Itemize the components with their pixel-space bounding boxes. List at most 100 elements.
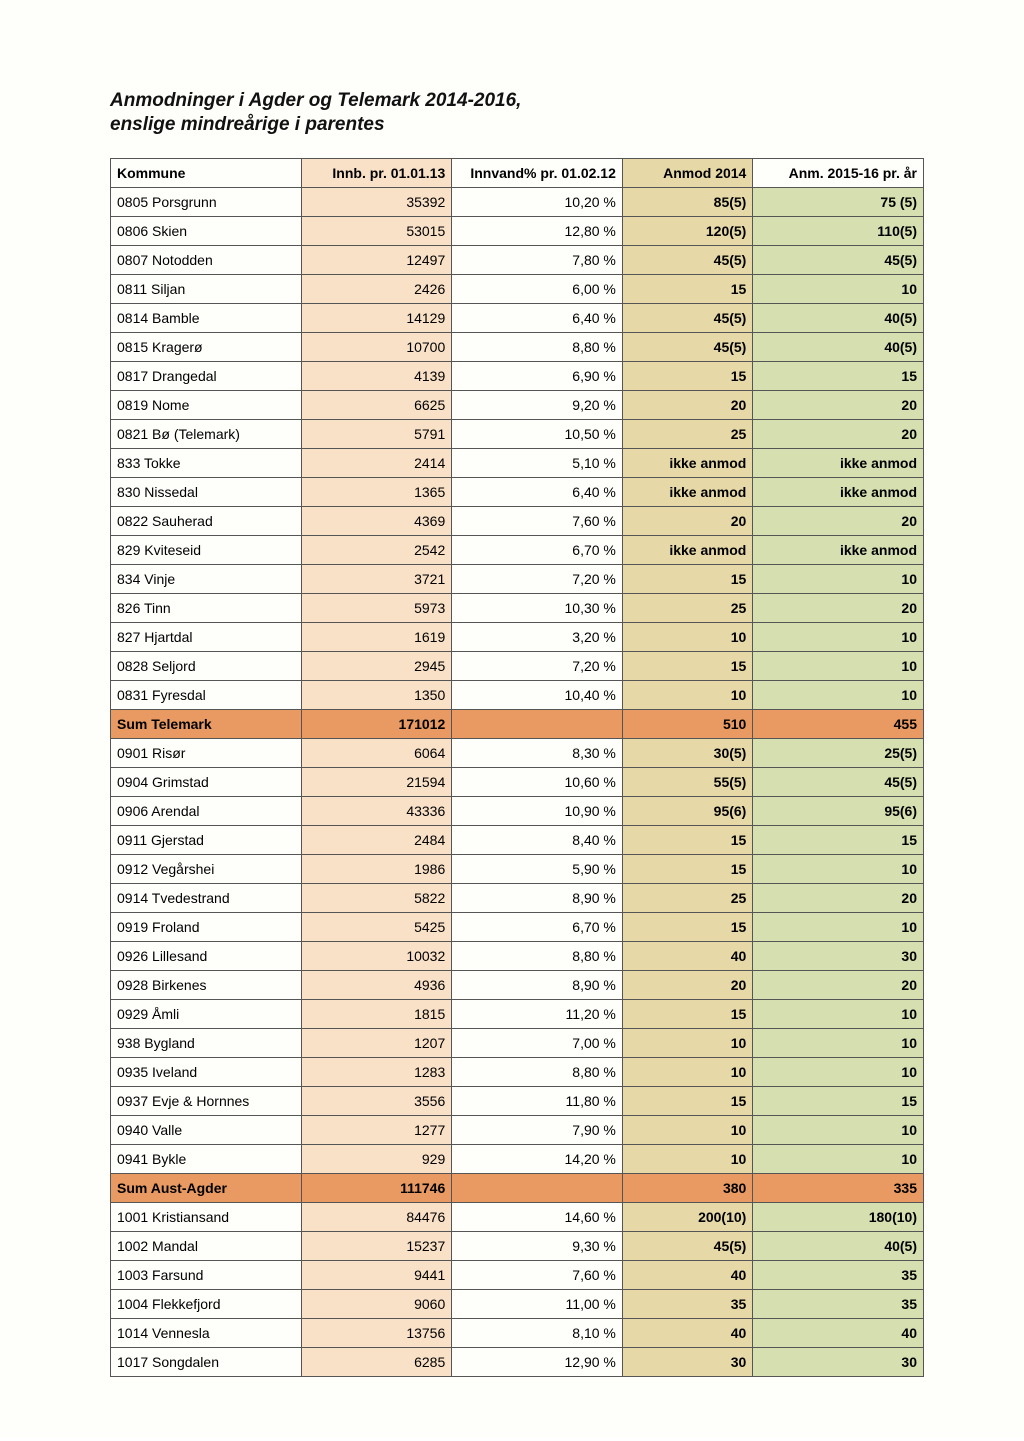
cell-pct: 14,20 % <box>452 1145 623 1174</box>
cell-innb: 929 <box>301 1145 452 1174</box>
table-body: 0805 Porsgrunn3539210,20 %85(5)75 (5)080… <box>111 188 924 1377</box>
table-row: 830 Nissedal13656,40 %ikke anmodikke anm… <box>111 478 924 507</box>
table-sum-row: Sum Aust-Agder111746380335 <box>111 1174 924 1203</box>
cell-kommune: 1001 Kristiansand <box>111 1203 302 1232</box>
cell-kommune: 0828 Seljord <box>111 652 302 681</box>
cell-kommune: Sum Aust-Agder <box>111 1174 302 1203</box>
cell-anmod: 85(5) <box>622 188 752 217</box>
cell-pct: 5,10 % <box>452 449 623 478</box>
cell-anm: 10 <box>753 1145 924 1174</box>
cell-innb: 2426 <box>301 275 452 304</box>
col-header-kommune: Kommune <box>111 159 302 188</box>
cell-anm: 20 <box>753 420 924 449</box>
cell-anm: 20 <box>753 971 924 1000</box>
cell-kommune: 829 Kviteseid <box>111 536 302 565</box>
cell-kommune: 0814 Bamble <box>111 304 302 333</box>
cell-kommune: 834 Vinje <box>111 565 302 594</box>
cell-anmod: 15 <box>622 1087 752 1116</box>
cell-innb: 2945 <box>301 652 452 681</box>
cell-anm: 20 <box>753 391 924 420</box>
cell-pct: 6,90 % <box>452 362 623 391</box>
cell-pct: 7,60 % <box>452 507 623 536</box>
cell-anmod: 95(6) <box>622 797 752 826</box>
cell-pct: 10,20 % <box>452 188 623 217</box>
cell-anmod: 25 <box>622 594 752 623</box>
cell-anmod: 15 <box>622 826 752 855</box>
table-row: 0914 Tvedestrand58228,90 %2520 <box>111 884 924 913</box>
table-row: 827 Hjartdal16193,20 %1010 <box>111 623 924 652</box>
cell-anm: 15 <box>753 362 924 391</box>
cell-anmod: 10 <box>622 1058 752 1087</box>
cell-pct: 14,60 % <box>452 1203 623 1232</box>
cell-innb: 35392 <box>301 188 452 217</box>
cell-pct: 8,40 % <box>452 826 623 855</box>
cell-pct: 8,30 % <box>452 739 623 768</box>
page-subtitle: enslige mindreårige i parentes <box>110 114 924 136</box>
cell-anmod: 40 <box>622 1319 752 1348</box>
cell-anm: 35 <box>753 1261 924 1290</box>
table-row: 938 Bygland12077,00 %1010 <box>111 1029 924 1058</box>
table-row: 0817 Drangedal41396,90 %1515 <box>111 362 924 391</box>
cell-innb: 1277 <box>301 1116 452 1145</box>
cell-pct: 10,30 % <box>452 594 623 623</box>
cell-anm: 30 <box>753 1348 924 1377</box>
cell-innb: 2542 <box>301 536 452 565</box>
cell-innb: 6285 <box>301 1348 452 1377</box>
cell-innb: 9441 <box>301 1261 452 1290</box>
cell-innb: 6625 <box>301 391 452 420</box>
cell-innb: 53015 <box>301 217 452 246</box>
cell-innb: 1815 <box>301 1000 452 1029</box>
cell-pct: 8,10 % <box>452 1319 623 1348</box>
cell-pct: 12,90 % <box>452 1348 623 1377</box>
cell-anm: 20 <box>753 594 924 623</box>
cell-kommune: 0929 Åmli <box>111 1000 302 1029</box>
table-row: 0940 Valle12777,90 %1010 <box>111 1116 924 1145</box>
cell-anm: 10 <box>753 855 924 884</box>
table-row: 826 Tinn597310,30 %2520 <box>111 594 924 623</box>
cell-kommune: 0821 Bø (Telemark) <box>111 420 302 449</box>
cell-anmod: 15 <box>622 565 752 594</box>
cell-anmod: 45(5) <box>622 333 752 362</box>
cell-pct: 6,40 % <box>452 304 623 333</box>
cell-anm: ikke anmod <box>753 449 924 478</box>
cell-innb: 5791 <box>301 420 452 449</box>
table-row: 0935 Iveland12838,80 %1010 <box>111 1058 924 1087</box>
cell-anmod: 200(10) <box>622 1203 752 1232</box>
cell-innb: 4139 <box>301 362 452 391</box>
table-row: 833 Tokke24145,10 %ikke anmodikke anmod <box>111 449 924 478</box>
cell-innb: 9060 <box>301 1290 452 1319</box>
table-row: 0814 Bamble141296,40 %45(5)40(5) <box>111 304 924 333</box>
cell-pct: 8,80 % <box>452 1058 623 1087</box>
cell-pct: 11,80 % <box>452 1087 623 1116</box>
cell-anm: 30 <box>753 942 924 971</box>
cell-anm: 40(5) <box>753 333 924 362</box>
page-title: Anmodninger i Agder og Telemark 2014-201… <box>110 90 924 112</box>
cell-anmod: 380 <box>622 1174 752 1203</box>
cell-anmod: 15 <box>622 913 752 942</box>
col-header-anm: Anm. 2015-16 pr. år <box>753 159 924 188</box>
cell-anmod: 20 <box>622 507 752 536</box>
cell-kommune: 0941 Bykle <box>111 1145 302 1174</box>
table-row: 0941 Bykle92914,20 %1010 <box>111 1145 924 1174</box>
cell-kommune: 0805 Porsgrunn <box>111 188 302 217</box>
cell-anm: 15 <box>753 1087 924 1116</box>
table-row: 0928 Birkenes49368,90 %2020 <box>111 971 924 1000</box>
cell-pct: 3,20 % <box>452 623 623 652</box>
cell-anmod: 45(5) <box>622 246 752 275</box>
cell-anm: 10 <box>753 565 924 594</box>
cell-innb: 2414 <box>301 449 452 478</box>
cell-innb: 1350 <box>301 681 452 710</box>
cell-kommune: 830 Nissedal <box>111 478 302 507</box>
cell-kommune: 0806 Skien <box>111 217 302 246</box>
cell-pct: 7,00 % <box>452 1029 623 1058</box>
table-row: 1014 Vennesla137568,10 %4040 <box>111 1319 924 1348</box>
cell-kommune: Sum Telemark <box>111 710 302 739</box>
cell-kommune: 0807 Notodden <box>111 246 302 275</box>
cell-kommune: 0935 Iveland <box>111 1058 302 1087</box>
table-row: 0828 Seljord29457,20 %1510 <box>111 652 924 681</box>
cell-anmod: 510 <box>622 710 752 739</box>
cell-pct: 10,40 % <box>452 681 623 710</box>
cell-innb: 1207 <box>301 1029 452 1058</box>
table-row: 0929 Åmli181511,20 %1510 <box>111 1000 924 1029</box>
cell-pct: 7,90 % <box>452 1116 623 1145</box>
